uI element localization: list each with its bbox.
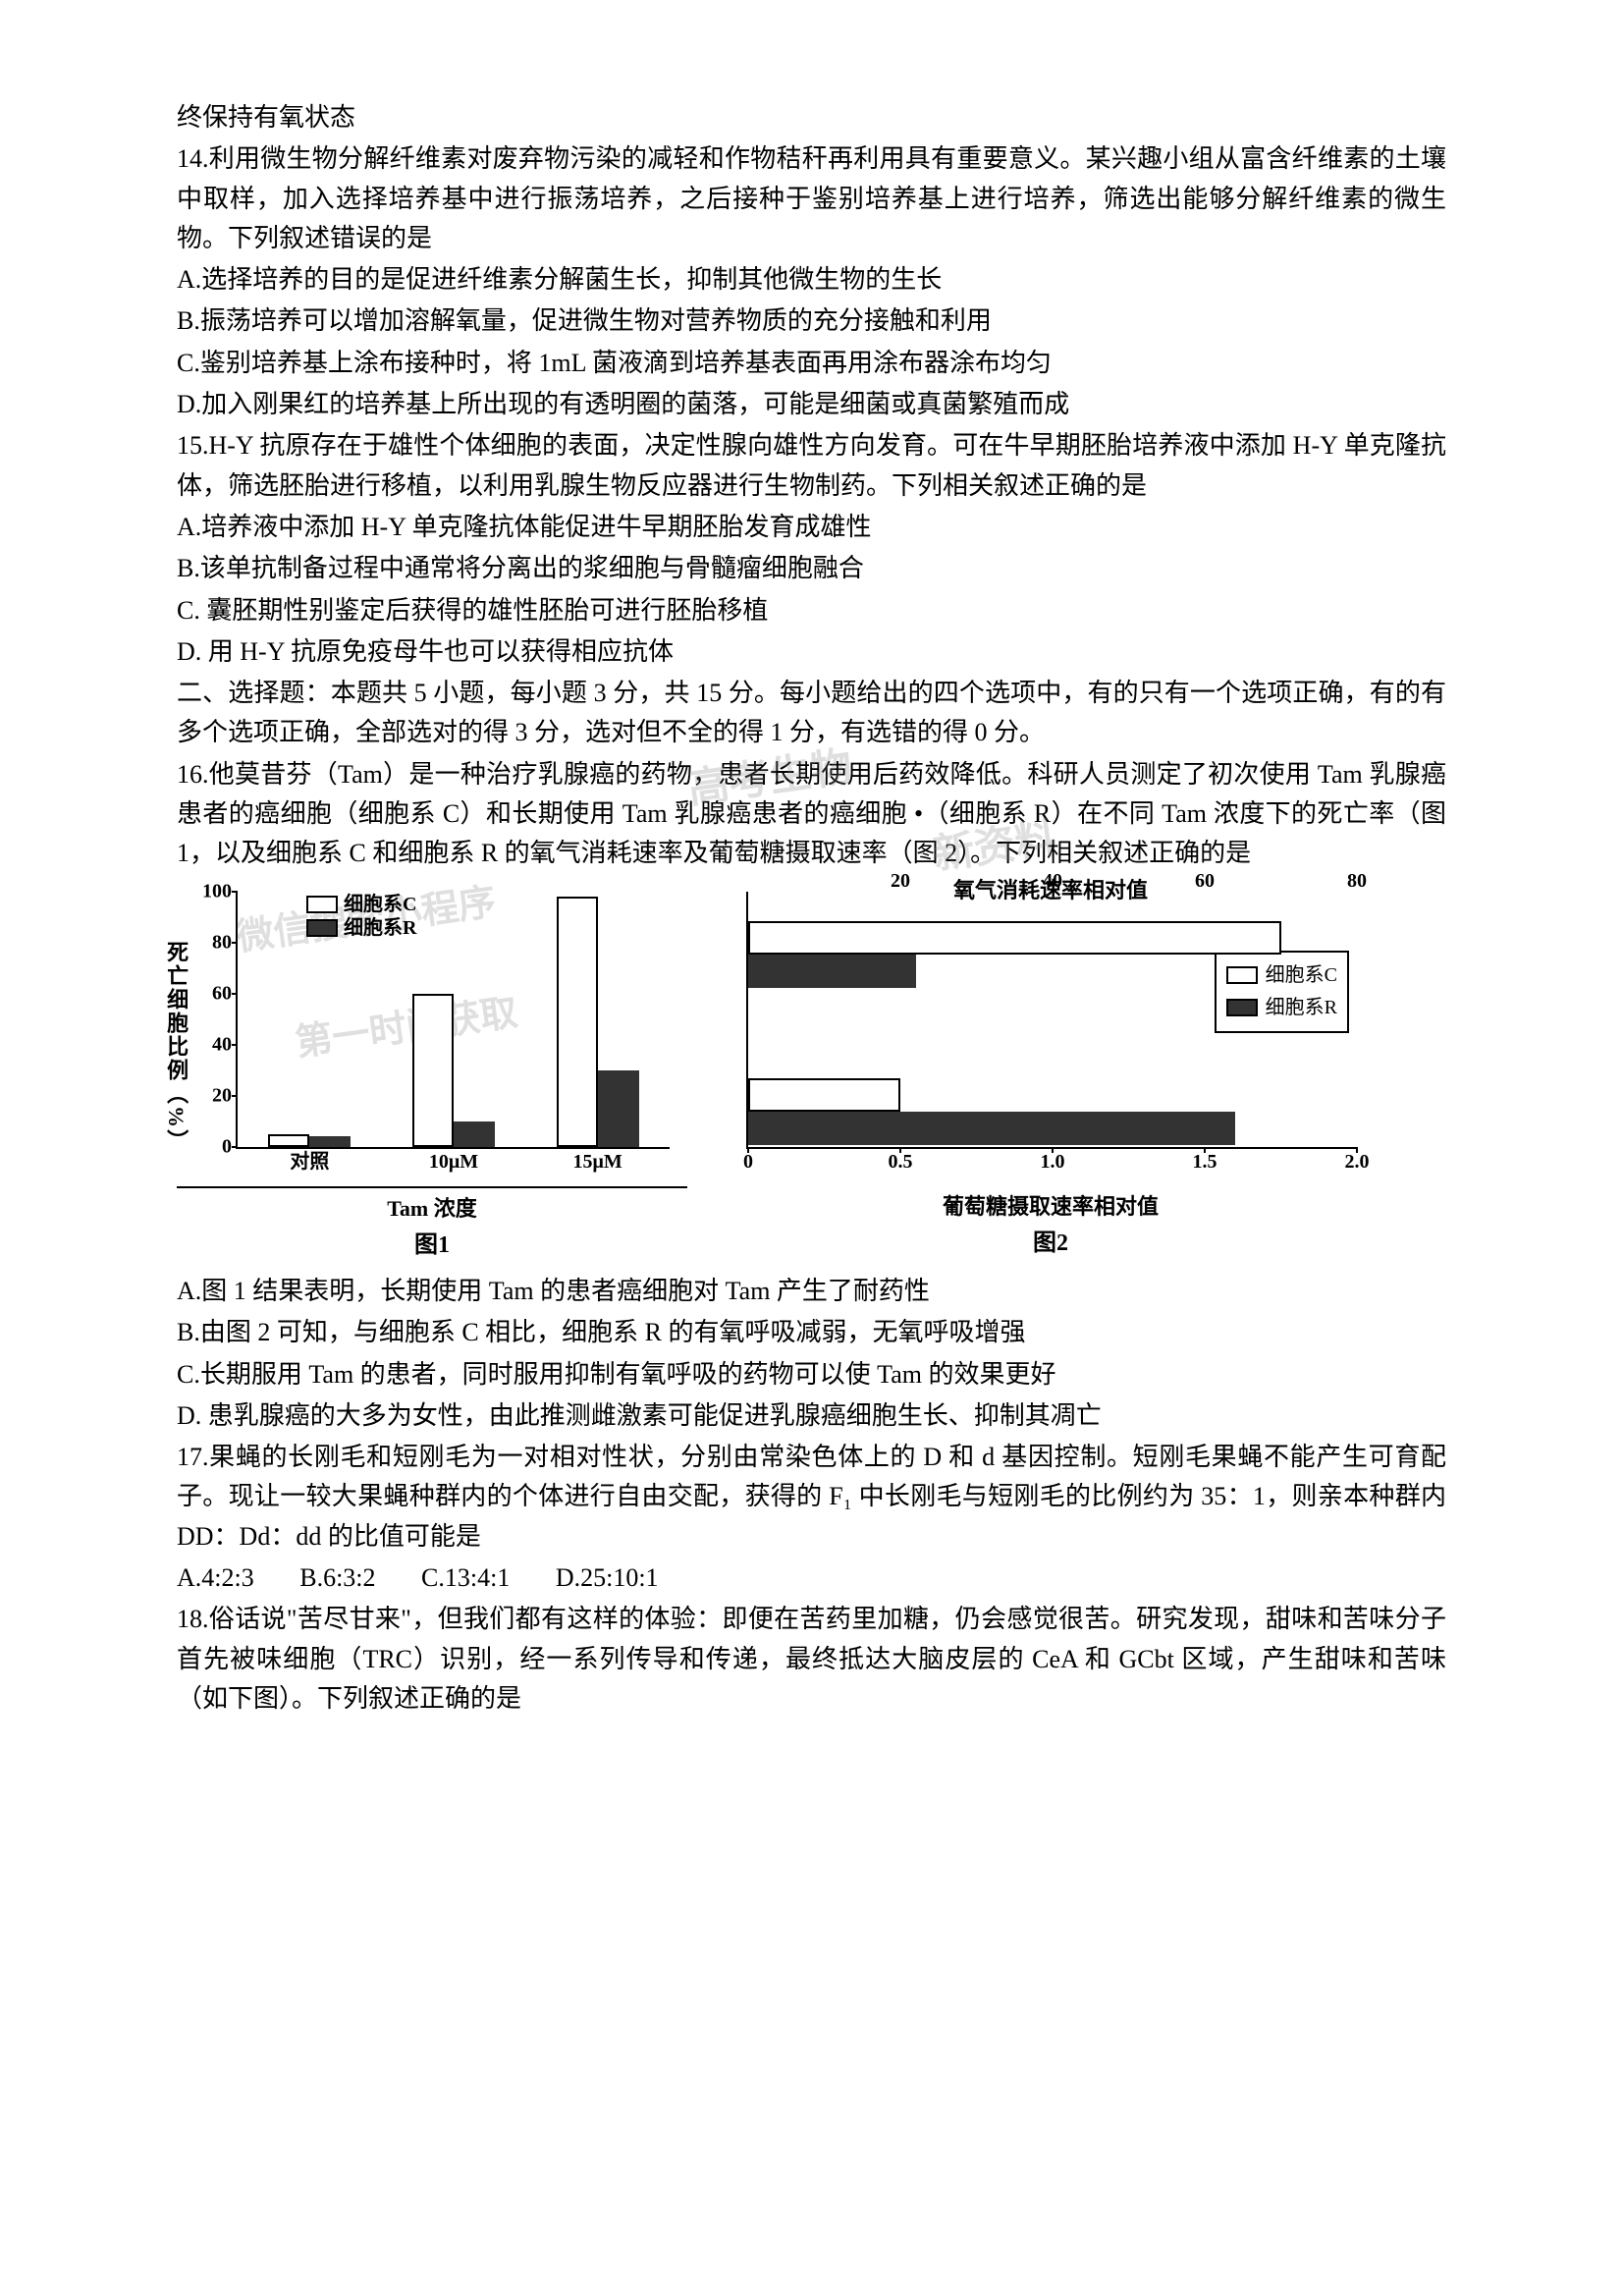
figure-1: 微信搜索小程序 第一时间获取 死亡细胞比例（%） 细胞系C 细胞系R 02040… bbox=[177, 882, 687, 1264]
q16-option-a: A.图 1 结果表明，长期使用 Tam 的患者癌细胞对 Tam 产生了耐药性 bbox=[177, 1272, 1446, 1311]
chart1-plot-area: 细胞系C 细胞系R 020406080100对照10μM15μM bbox=[236, 892, 670, 1149]
q17-options: A.4:2:3 B.6:3:2 C.13:4:1 D.25:10:1 bbox=[177, 1558, 1446, 1598]
legend-label-r: 细胞系R bbox=[1266, 993, 1337, 1023]
legend-swatch-c bbox=[306, 896, 338, 913]
q16-stem: 16.他莫昔芬（Tam）是一种治疗乳腺癌的药物，患者长期使用后药效降低。科研人员… bbox=[177, 755, 1446, 874]
q15-option-d: D. 用 H-Y 抗原免疫母牛也可以获得相应抗体 bbox=[177, 632, 1446, 672]
section2-heading: 二、选择题：本题共 5 小题，每小题 3 分，共 15 分。每小题给出的四个选项… bbox=[177, 674, 1446, 753]
q17-option-d: D.25:10:1 bbox=[556, 1563, 659, 1592]
q14-option-b: B.振荡培养可以增加溶解氧量，促进微生物对营养物质的充分接触和利用 bbox=[177, 301, 1446, 341]
legend-swatch-r bbox=[306, 919, 338, 937]
q15-option-b: B.该单抗制备过程中通常将分离出的浆细胞与骨髓瘤细胞融合 bbox=[177, 549, 1446, 588]
continuation-line: 终保持有氧状态 bbox=[177, 98, 1446, 137]
q18-stem: 18.俗话说"苦尽甘来"，但我们都有这样的体验：即便在苦药里加糖，仍会感觉很苦。… bbox=[177, 1600, 1446, 1719]
chart2-legend: 细胞系C 细胞系R bbox=[1215, 951, 1349, 1033]
q16-block: 高考生物 新资料 16.他莫昔芬（Tam）是一种治疗乳腺癌的药物，患者长期使用后… bbox=[177, 755, 1446, 874]
q15-stem: 15.H-Y 抗原存在于雄性个体细胞的表面，决定性腺向雄性方向发育。可在牛早期胚… bbox=[177, 426, 1446, 506]
q16-option-c: C.长期服用 Tam 的患者，同时服用抑制有氧呼吸的药物可以使 Tam 的效果更… bbox=[177, 1355, 1446, 1394]
legend-swatch-c bbox=[1226, 966, 1258, 984]
q16-option-d: D. 患乳腺癌的大多为女性，由此推测雌激素可能促进乳腺癌细胞生长、抑制其凋亡 bbox=[177, 1396, 1446, 1436]
document-page: 终保持有氧状态 14.利用微生物分解纤维素对废弃物污染的减轻和作物秸秆再利用具有… bbox=[0, 0, 1623, 2296]
chart1-x-label: Tam 浓度 bbox=[177, 1192, 687, 1226]
figures-row: 微信搜索小程序 第一时间获取 死亡细胞比例（%） 细胞系C 细胞系R 02040… bbox=[177, 882, 1446, 1264]
q15-option-c: C. 囊胚期性别鉴定后获得的雄性胚胎可进行胚胎移植 bbox=[177, 591, 1446, 630]
q17-option-c: C.13:4:1 bbox=[421, 1563, 510, 1592]
q14-option-a: A.选择培养的目的是促进纤维素分解菌生长，抑制其他微生物的生长 bbox=[177, 260, 1446, 300]
legend-label-r: 细胞系R bbox=[344, 917, 416, 939]
q14-option-c: C.鉴别培养基上涂布接种时，将 1mL 菌液滴到培养基表面再用涂布器涂布均匀 bbox=[177, 344, 1446, 383]
chart2-plot-area: 细胞系C 细胞系R 2040608000.51.01.52.0 bbox=[746, 892, 1357, 1149]
chart2-x-label: 葡萄糖摄取速率相对值 bbox=[707, 1190, 1394, 1224]
legend-label-c: 细胞系C bbox=[1266, 960, 1337, 991]
chart1-legend: 细胞系C 细胞系R bbox=[306, 894, 416, 941]
figure-2: 氧气消耗速率相对值 细胞系C 细胞系R 2040608000.51.01.52.… bbox=[707, 882, 1394, 1262]
chart1-caption: 图1 bbox=[177, 1228, 687, 1264]
q17-stem: 17.果蝇的长刚毛和短刚毛为一对相对性状，分别由常染色体上的 D 和 d 基因控… bbox=[177, 1438, 1446, 1557]
q15-option-a: A.培养液中添加 H-Y 单克隆抗体能促进牛早期胚胎发育成雄性 bbox=[177, 508, 1446, 547]
q14-option-d: D.加入刚果红的培养基上所出现的有透明圈的菌落，可能是细菌或真菌繁殖而成 bbox=[177, 385, 1446, 424]
q17-option-a: A.4:2:3 bbox=[177, 1563, 254, 1592]
chart1-y-label: 死亡细胞比例（%） bbox=[159, 941, 192, 1153]
legend-swatch-r bbox=[1226, 999, 1258, 1016]
legend-label-c: 细胞系C bbox=[344, 894, 416, 915]
q16-option-b: B.由图 2 可知，与细胞系 C 相比，细胞系 R 的有氧呼吸减弱，无氧呼吸增强 bbox=[177, 1313, 1446, 1352]
q17-option-b: B.6:3:2 bbox=[299, 1563, 375, 1592]
q14-stem: 14.利用微生物分解纤维素对废弃物污染的减轻和作物秸秆再利用具有重要意义。某兴趣… bbox=[177, 139, 1446, 258]
chart2-caption: 图2 bbox=[707, 1226, 1394, 1262]
